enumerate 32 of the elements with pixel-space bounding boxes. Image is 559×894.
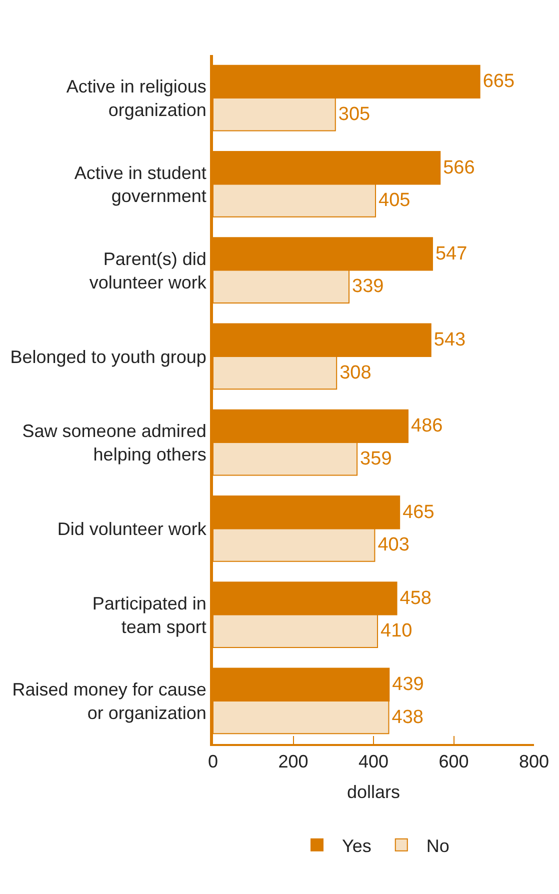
y-tick-label: Active in religious organization [66,76,206,120]
data-label: 403 [378,534,410,556]
data-label: 665 [482,71,515,92]
legend-label: Yes [342,836,372,856]
x-axis-title: dollars [346,782,400,802]
legend-label: No [426,836,450,856]
y-tick-label: Participated in team sport [92,593,206,637]
y-tick-label: Raised money for cause or organization [12,680,206,723]
y-tick-label: Parent(s) did volunteer work [89,248,208,292]
y-tick-label: Did volunteer work [57,518,208,539]
data-label: 359 [360,448,392,470]
x-tick-label: 600 [438,752,469,772]
x-tick-label: 0 [208,752,218,772]
data-label: 486 [411,416,443,437]
y-tick-label: Belonged to youth group [10,346,206,367]
data-label: 439 [392,674,424,696]
y-tick-label: Saw someone admired helping others [22,421,206,465]
data-label: 339 [352,276,384,298]
y-tick-label: Active in student government [74,162,206,206]
data-label: 566 [443,157,475,178]
x-tick-label: 200 [278,752,308,772]
data-label: 458 [400,588,432,609]
data-label: 308 [340,362,372,384]
data-label: 547 [435,243,468,264]
data-label: 305 [338,104,370,125]
x-tick-label: 400 [358,752,389,772]
data-label: 465 [402,502,434,523]
x-tick-label: 800 [518,752,550,772]
data-label: 543 [434,330,466,351]
data-label: 405 [378,190,410,212]
data-label: 438 [392,706,424,728]
data-label: 410 [380,620,412,642]
